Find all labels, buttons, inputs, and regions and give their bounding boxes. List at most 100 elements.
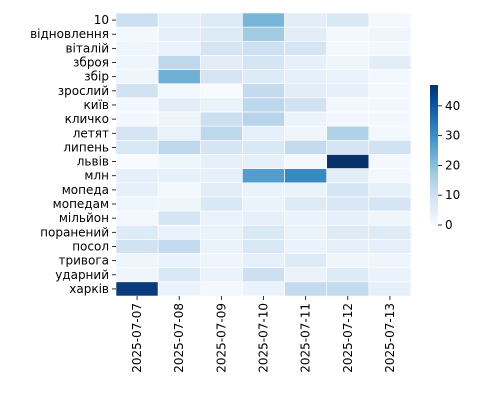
heatmap-cell [326, 26, 370, 42]
heatmap-cell [115, 196, 159, 212]
heatmap-cell [157, 125, 201, 141]
y-tick-label: мільйон [59, 211, 109, 225]
heatmap-cell [242, 224, 285, 240]
heatmap-cell [199, 26, 243, 42]
heatmap-cell [368, 140, 412, 155]
heatmap-cell [157, 196, 201, 212]
heatmap-cell [115, 224, 159, 240]
heatmap-cell [199, 140, 243, 155]
heatmap-cell [368, 12, 412, 28]
x-tick-label: 2025-07-07 [130, 303, 144, 373]
heatmap-cell [199, 69, 243, 85]
y-tick-labels: 10відновленнявіталійзброязбірзрослийкиїв… [30, 13, 116, 296]
heatmap-cell [199, 111, 243, 127]
heatmap-cell [326, 69, 370, 85]
heatmap-cell [157, 224, 201, 240]
heatmap-cell [242, 196, 285, 212]
x-tick-label: 2025-07-11 [299, 303, 313, 373]
y-tick-label: тривога [59, 254, 109, 268]
x-tick-label: 2025-07-08 [172, 303, 186, 373]
heatmap-cell [368, 97, 412, 113]
heatmap-cell [284, 12, 328, 28]
heatmap-cell [199, 253, 243, 269]
heatmap-cell [242, 12, 285, 28]
heatmap-cell [242, 55, 285, 70]
heatmap-cell [284, 281, 328, 297]
heatmap-cell [368, 69, 412, 85]
heatmap-cell [368, 253, 412, 269]
heatmap-cell [284, 140, 328, 155]
heatmap-cell [199, 125, 243, 141]
heatmap-cell [115, 111, 159, 127]
heatmap-cell [368, 40, 412, 56]
heatmap-cell [326, 97, 370, 113]
heatmap-cell [115, 140, 159, 155]
x-tick-label: 2025-07-12 [341, 303, 355, 373]
heatmap-cell [157, 182, 201, 198]
heatmap-cell [242, 182, 285, 198]
heatmap-cell [326, 111, 370, 127]
heatmap-cell [157, 140, 201, 155]
heatmap-cell [326, 196, 370, 212]
heatmap-cell [284, 125, 328, 141]
heatmap-cell [157, 83, 201, 99]
heatmap-cell [199, 12, 243, 28]
heatmap-cell [368, 111, 412, 127]
y-tick-label: посол [72, 239, 109, 253]
heatmap-cell [115, 210, 159, 226]
heatmap-cell [242, 239, 285, 254]
heatmap-cell [284, 224, 328, 240]
y-tick-label: млн [84, 169, 109, 183]
heatmap-cell [368, 26, 412, 42]
heatmap-cell [199, 55, 243, 70]
heatmap-cell [326, 40, 370, 56]
heatmap-cell [115, 83, 159, 99]
heatmap-cell [242, 210, 285, 226]
y-tick-label: відновлення [30, 27, 109, 41]
heatmap-cell [368, 168, 412, 184]
heatmap-cell [368, 281, 412, 297]
heatmap-cell [115, 97, 159, 113]
heatmap-cell [157, 97, 201, 113]
heatmap-cell [242, 69, 285, 85]
heatmap-cell [157, 12, 201, 28]
y-tick-label: харків [69, 282, 109, 296]
heatmap-cell [115, 182, 159, 198]
heatmap-cell [326, 125, 370, 141]
heatmap-cell [326, 267, 370, 283]
heatmap-cell [284, 97, 328, 113]
heatmap-cell [284, 253, 328, 269]
heatmap-cell [368, 196, 412, 212]
heatmap-cell [284, 55, 328, 70]
colorbar-ticks: 0 10 20 30 40 [438, 99, 460, 232]
heatmap-cell [242, 40, 285, 56]
heatmap-cell [326, 140, 370, 155]
heatmap-cell [284, 26, 328, 42]
heatmap-cell [199, 154, 243, 169]
heatmap-cell [157, 154, 201, 169]
heatmap-cell [115, 154, 159, 169]
heatmap-cell [284, 210, 328, 226]
x-tick-label: 2025-07-10 [257, 303, 271, 373]
y-tick-label: зрослий [58, 84, 109, 98]
heatmap-cell [115, 281, 159, 297]
heatmap-cell [199, 196, 243, 212]
colorbar-tick-label: 20 [445, 158, 460, 172]
heatmap-cell [157, 267, 201, 283]
heatmap-cell [326, 55, 370, 70]
heatmap-cell [157, 55, 201, 70]
heatmap-cell [368, 224, 412, 240]
y-tick-label: зброя [73, 56, 109, 70]
heatmap-cell [157, 281, 201, 297]
x-tick-label: 2025-07-13 [383, 303, 397, 373]
heatmap-cell [368, 55, 412, 70]
heatmap-cell [157, 26, 201, 42]
x-tick-label: 2025-07-09 [214, 303, 228, 373]
heatmap-cell [115, 69, 159, 85]
heatmap-cell [242, 140, 285, 155]
colorbar-tick-label: 0 [445, 218, 453, 232]
y-tick-label: липень [63, 140, 109, 154]
heatmap-cell [199, 239, 243, 254]
heatmap-cell [368, 267, 412, 283]
heatmap-cell [115, 239, 159, 254]
